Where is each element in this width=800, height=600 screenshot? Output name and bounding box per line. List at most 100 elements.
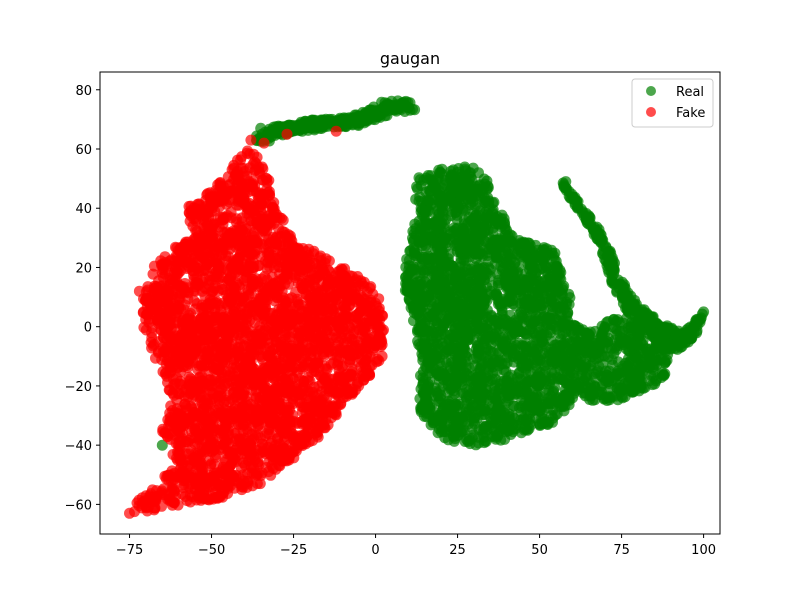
scatter-point [434, 277, 446, 289]
scatter-point [438, 291, 450, 303]
scatter-point [459, 204, 471, 216]
scatter-point [440, 214, 452, 225]
scatter-point [655, 372, 667, 383]
scatter-point [523, 315, 535, 327]
scatter-point [432, 205, 444, 217]
scatter-point [446, 274, 458, 286]
scatter-point [461, 434, 473, 445]
scatter-point [295, 116, 307, 128]
scatter-point [536, 407, 548, 419]
scatter-point [478, 437, 490, 449]
scatter-point [545, 390, 557, 402]
scatter-point [542, 267, 554, 279]
series-fake [124, 125, 389, 519]
scatter-point [411, 181, 423, 193]
scatter-point [461, 296, 473, 308]
scatter-point [403, 276, 414, 288]
scatter-point [555, 352, 567, 364]
scatter-point [505, 369, 517, 381]
scatter-point [452, 414, 464, 425]
scatter-point [505, 253, 517, 265]
scatter-point [358, 114, 370, 126]
scatter-point [548, 367, 560, 378]
scatter-point [612, 381, 624, 393]
scatter-point [433, 395, 445, 407]
scatter-point [556, 289, 568, 301]
scatter-point [500, 279, 512, 291]
scatter-point [635, 336, 647, 348]
scatter-point [498, 375, 510, 387]
scatter-point [597, 342, 609, 354]
scatter-point [423, 219, 435, 231]
scatter-point [500, 426, 512, 438]
points-layer [124, 95, 710, 519]
scatter-point [490, 213, 502, 225]
scatter-point [510, 275, 522, 287]
scatter-point [458, 183, 469, 195]
scatter-point [463, 362, 475, 374]
scatter-point [471, 286, 483, 298]
scatter-point [511, 267, 523, 279]
scatter-point [533, 371, 545, 382]
scatter-point [452, 371, 464, 382]
scatter-point [305, 122, 317, 134]
scatter-point [587, 347, 599, 358]
scatter-point [472, 183, 483, 195]
scatter-point [606, 254, 618, 266]
scatter-point [473, 406, 485, 417]
scatter-point [645, 356, 657, 368]
scatter-point [546, 292, 558, 304]
scatter-point [653, 328, 665, 340]
scatter-point [477, 308, 489, 320]
scatter-point [465, 190, 477, 202]
scatter-point [453, 348, 465, 360]
scatter-point [490, 385, 502, 397]
scatter-point [368, 107, 380, 119]
scatter-point [504, 389, 516, 401]
scatter-point [698, 306, 710, 318]
scatter-point [483, 202, 495, 214]
scatter-point [608, 278, 620, 290]
scatter-point [620, 336, 632, 348]
scatter-point [491, 290, 503, 302]
scatter-point [255, 122, 267, 134]
scatter-point [473, 350, 485, 362]
scatter-point [588, 229, 600, 241]
scatter-point [384, 102, 396, 114]
scatter-point [550, 255, 562, 267]
scatter-point [516, 352, 528, 364]
scatter-point [581, 214, 593, 226]
scatter-point [600, 365, 612, 377]
scatter-point [473, 167, 484, 179]
scatter-point [557, 318, 569, 329]
scatter-point [458, 281, 470, 293]
scatter-point [474, 274, 486, 286]
scatter-point [622, 360, 633, 372]
scatter-point [434, 369, 446, 381]
scatter-point [405, 302, 417, 314]
scatter-point [424, 403, 436, 415]
scatter-point [318, 114, 330, 126]
scatter-point [560, 176, 572, 188]
scatter-point [456, 326, 468, 338]
scatter-point [503, 347, 514, 359]
scatter-point [438, 222, 450, 234]
scatter-point [470, 210, 482, 222]
scatter-point [602, 351, 614, 363]
scatter-point [445, 405, 457, 417]
scatter-point [491, 251, 503, 263]
scatter-point [471, 339, 483, 351]
scatter-point [425, 419, 437, 431]
scatter-point [587, 394, 599, 406]
scatter-point [492, 318, 504, 330]
scatter-point [608, 313, 620, 325]
scatter-point [520, 340, 532, 352]
series-real [156, 95, 710, 504]
scatter-point [622, 377, 634, 389]
scatter-point [457, 387, 469, 399]
scatter-point [412, 335, 424, 347]
scatter-point [473, 235, 485, 247]
scatter-point [419, 388, 431, 400]
scatter-point [482, 368, 494, 379]
scatter-point [495, 332, 507, 344]
